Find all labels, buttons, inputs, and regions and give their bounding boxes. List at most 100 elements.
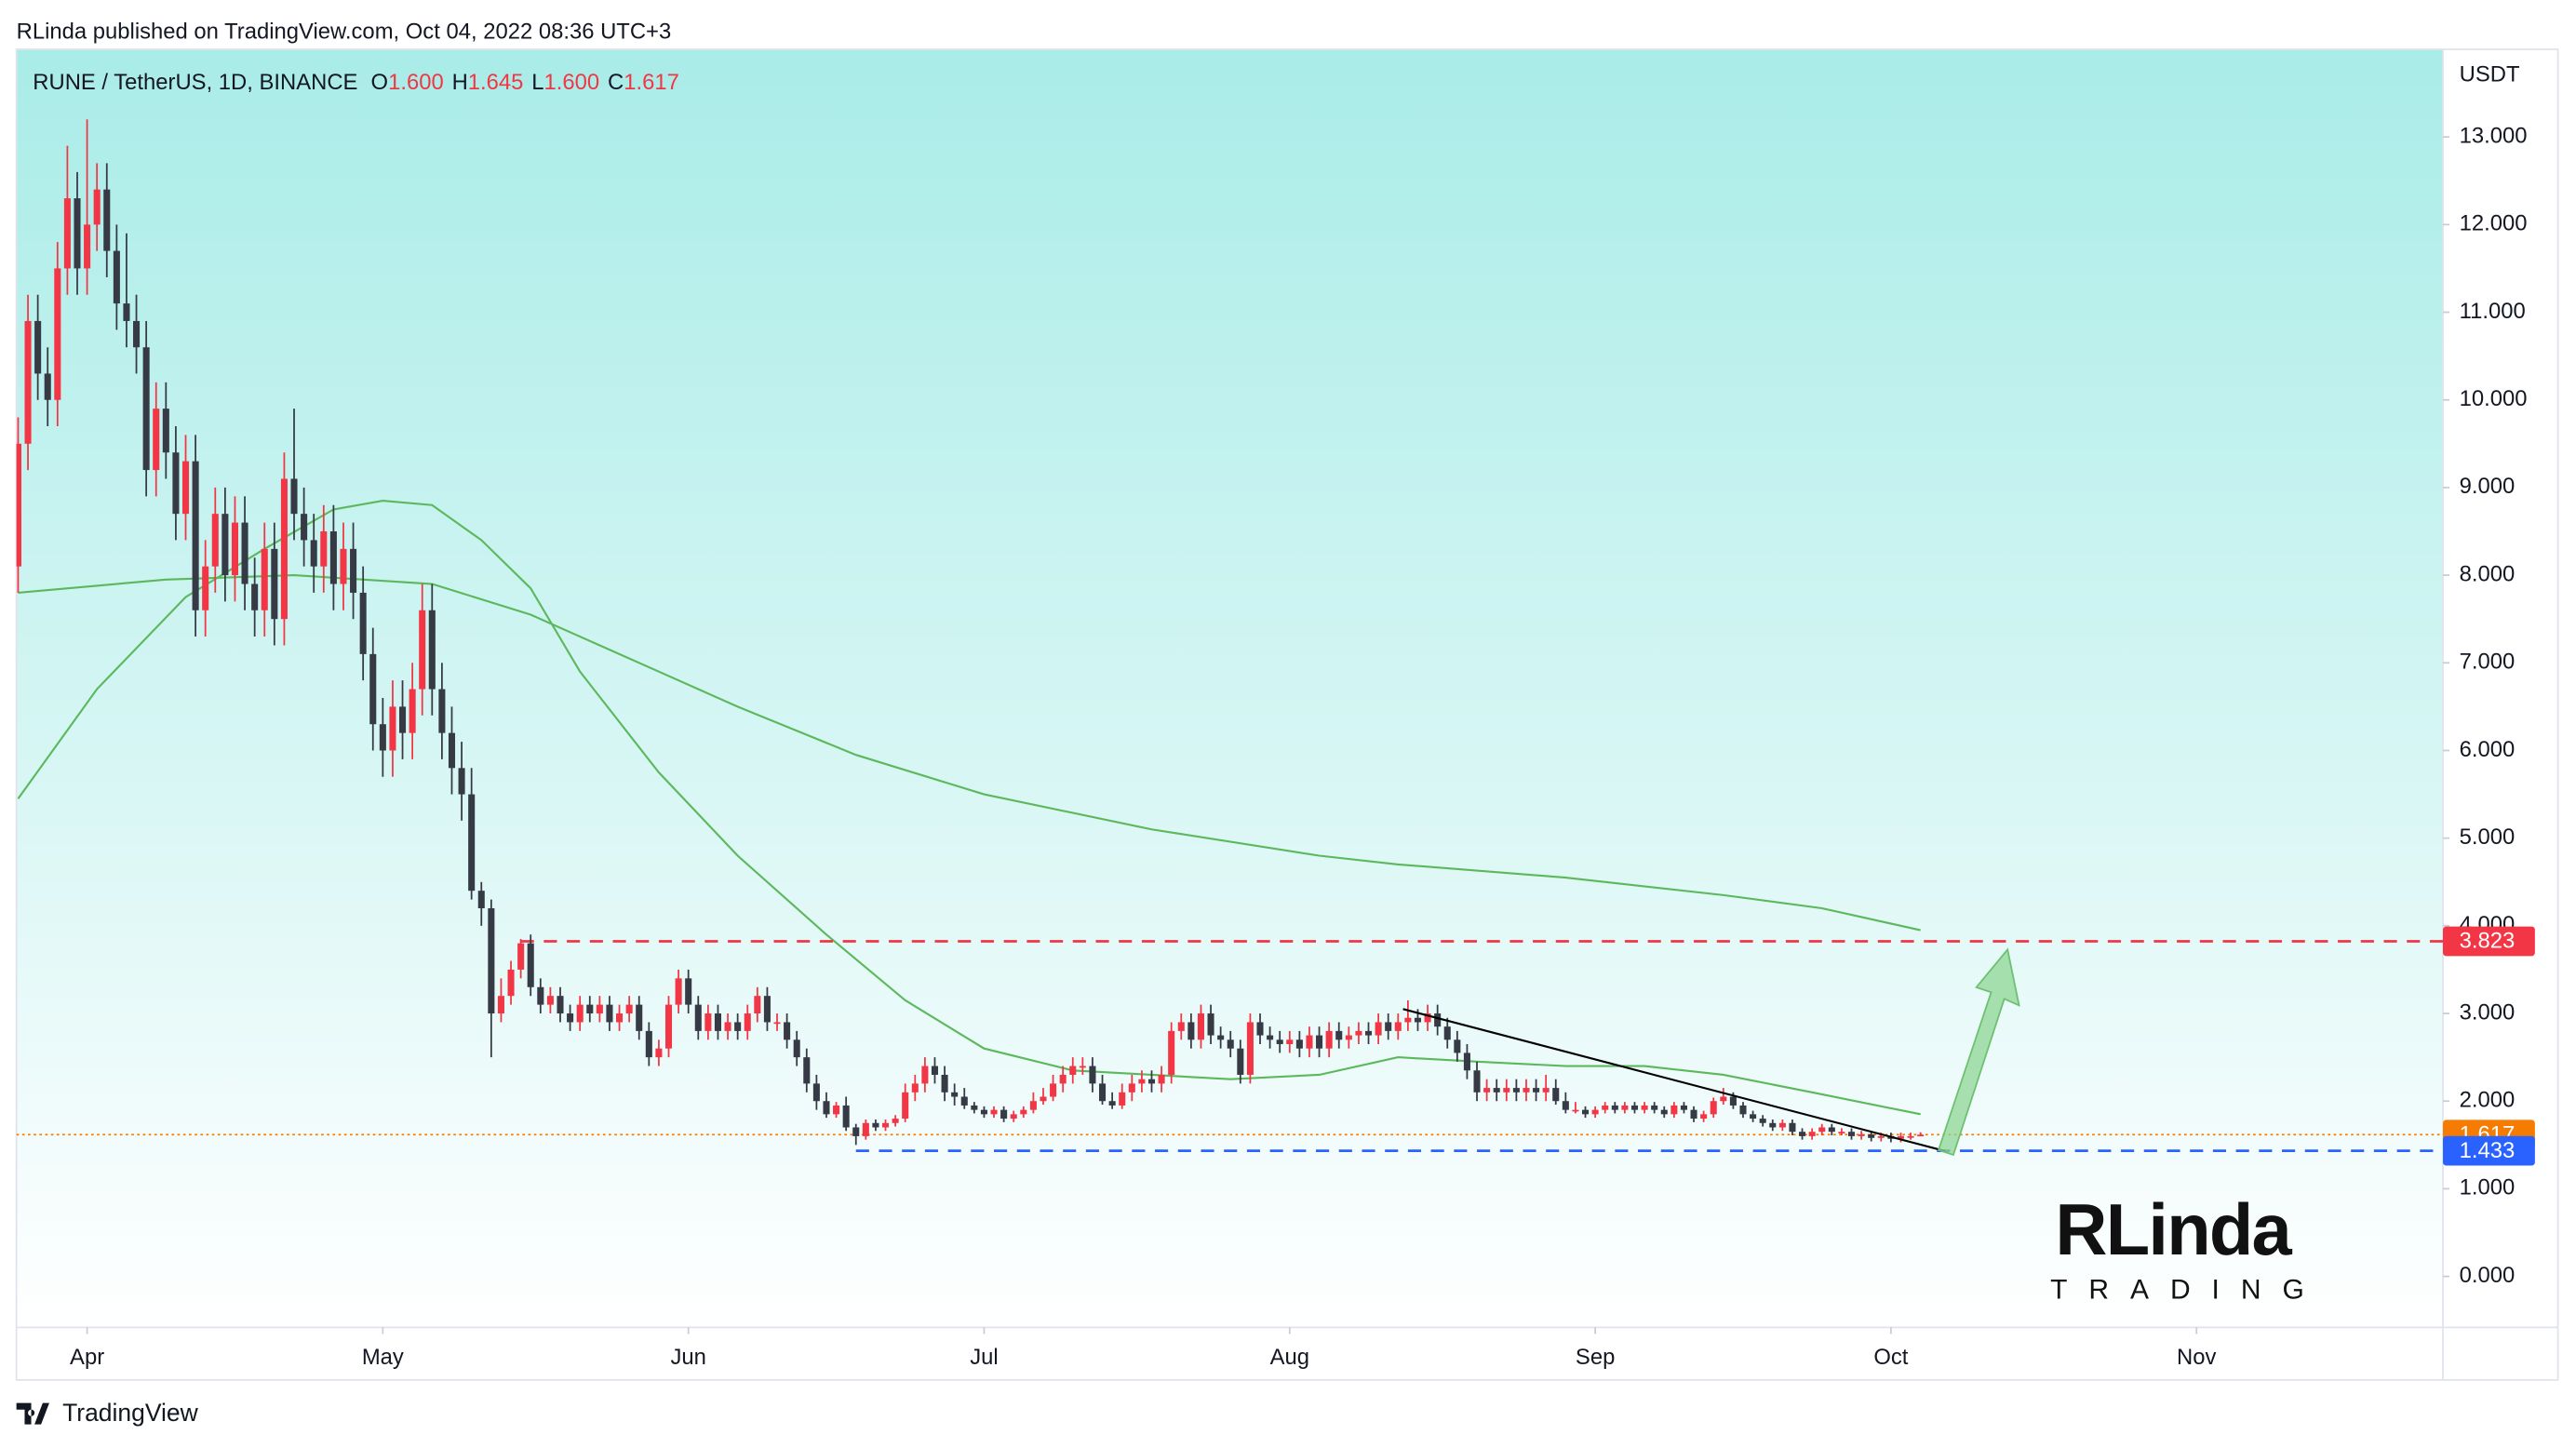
candle-body — [369, 653, 377, 725]
candle-body — [960, 1096, 968, 1106]
candle-body — [567, 1013, 574, 1023]
plot-area — [16, 119, 2444, 1153]
candle-body — [793, 1039, 800, 1058]
logo-name: RLinda — [2055, 1190, 2292, 1270]
candle-body — [438, 689, 446, 733]
x-tick-label: Nov — [2177, 1345, 2216, 1370]
candle-body — [931, 1066, 939, 1075]
y-tick-label: 3.000 — [2460, 999, 2516, 1025]
candle-body — [1750, 1114, 1757, 1120]
candle-body — [1364, 1030, 1373, 1036]
candle-body — [1847, 1132, 1856, 1136]
candle-body — [1197, 1013, 1204, 1040]
axes: 0.0001.0002.0003.0004.0005.0006.0007.000… — [70, 123, 2535, 1370]
candle-body — [320, 530, 328, 567]
candle-body — [497, 996, 504, 1014]
candle-body — [606, 1004, 613, 1023]
candle-body — [1119, 1092, 1126, 1106]
candle-body — [1838, 1132, 1845, 1133]
candle-body — [359, 592, 367, 654]
candle-body — [951, 1092, 959, 1097]
y-tick-label: 11.000 — [2460, 299, 2526, 324]
candle-body — [862, 1122, 869, 1136]
ohlc-key: C — [608, 70, 624, 95]
candle-body — [812, 1083, 820, 1102]
candle-body — [340, 548, 347, 584]
candle-body — [546, 996, 554, 1005]
y-tick-label: 0.000 — [2460, 1263, 2516, 1288]
candle-body — [911, 1083, 919, 1093]
candle-body — [1660, 1109, 1668, 1115]
candle-body — [1463, 1052, 1470, 1071]
candle-body — [744, 1013, 751, 1031]
candle-body — [773, 1022, 781, 1025]
candle-body — [1276, 1039, 1283, 1045]
candle-body — [1079, 1066, 1086, 1068]
candle-body — [1050, 1083, 1057, 1097]
candle-body — [763, 996, 771, 1023]
candle-body — [63, 198, 71, 269]
candle-body — [1207, 1013, 1214, 1036]
y-tick-label: 10.000 — [2460, 386, 2528, 411]
candle-body — [1799, 1132, 1806, 1136]
candle-body — [84, 224, 91, 269]
candle-body — [1651, 1105, 1658, 1110]
candle-body — [241, 522, 248, 584]
level-label-box — [2443, 1135, 2535, 1166]
candle-body — [1591, 1109, 1599, 1115]
x-tick-label: Oct — [1873, 1345, 1908, 1370]
candle-body — [192, 461, 199, 610]
candle-body — [1138, 1079, 1146, 1084]
candle-body — [1256, 1022, 1264, 1036]
candle-body — [409, 689, 416, 733]
candle-body — [488, 908, 495, 1014]
candle-body — [803, 1057, 811, 1084]
candle-body — [754, 996, 761, 1014]
candle-body — [458, 768, 465, 795]
candle-body — [980, 1109, 987, 1115]
candle-body — [1611, 1105, 1618, 1110]
candle-body — [1187, 1022, 1195, 1040]
x-tick-label: Apr — [70, 1345, 104, 1370]
candle-body — [1473, 1070, 1481, 1093]
candle-body — [675, 978, 682, 1005]
y-tick-label: 13.000 — [2460, 123, 2528, 148]
candle-body — [448, 732, 456, 769]
candle-body — [971, 1105, 978, 1110]
candle-body — [54, 268, 61, 400]
candle-body — [74, 198, 81, 269]
candle-body — [704, 1013, 712, 1031]
candle-body — [1335, 1030, 1343, 1040]
ohlc-value: 1.617 — [624, 70, 679, 95]
candle-body — [537, 986, 544, 1005]
candle-body — [1897, 1135, 1904, 1139]
candle-body — [941, 1074, 948, 1093]
candle-body — [1246, 1022, 1254, 1075]
price-axis-unit: USDT — [2460, 62, 2520, 87]
x-tick-label: Sep — [1576, 1345, 1615, 1370]
candle-body — [34, 320, 42, 374]
candle-body — [507, 969, 515, 997]
footer: TradingView — [16, 1399, 199, 1427]
candle-body — [1325, 1030, 1333, 1049]
candle-body — [881, 1122, 890, 1128]
y-tick-label: 9.000 — [2460, 474, 2516, 499]
candle-body — [1168, 1030, 1175, 1075]
publisher-line: RLinda published on TradingView.com, Oct… — [17, 20, 672, 45]
candle-body — [1621, 1105, 1629, 1110]
candle-body — [1542, 1088, 1550, 1093]
candle-body — [379, 724, 386, 751]
symbol: RUNE / TetherUS, 1D, BINANCE — [33, 70, 357, 95]
candle-body — [133, 320, 141, 348]
candle-body — [1729, 1096, 1737, 1106]
candle-body — [852, 1127, 860, 1136]
candle-body — [1443, 1026, 1451, 1040]
candle-body — [1572, 1109, 1579, 1112]
candle-body — [1286, 1039, 1294, 1045]
candle-body — [921, 1066, 929, 1084]
candle-body — [1108, 1101, 1116, 1106]
y-tick-label: 12.000 — [2460, 211, 2528, 236]
candle-body — [1237, 1048, 1244, 1075]
candle-body — [1424, 1013, 1431, 1023]
candle-body — [1217, 1035, 1225, 1040]
